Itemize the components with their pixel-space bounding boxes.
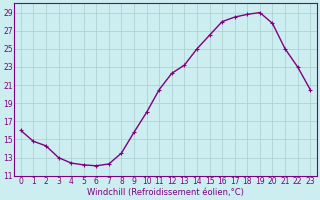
- X-axis label: Windchill (Refroidissement éolien,°C): Windchill (Refroidissement éolien,°C): [87, 188, 244, 197]
